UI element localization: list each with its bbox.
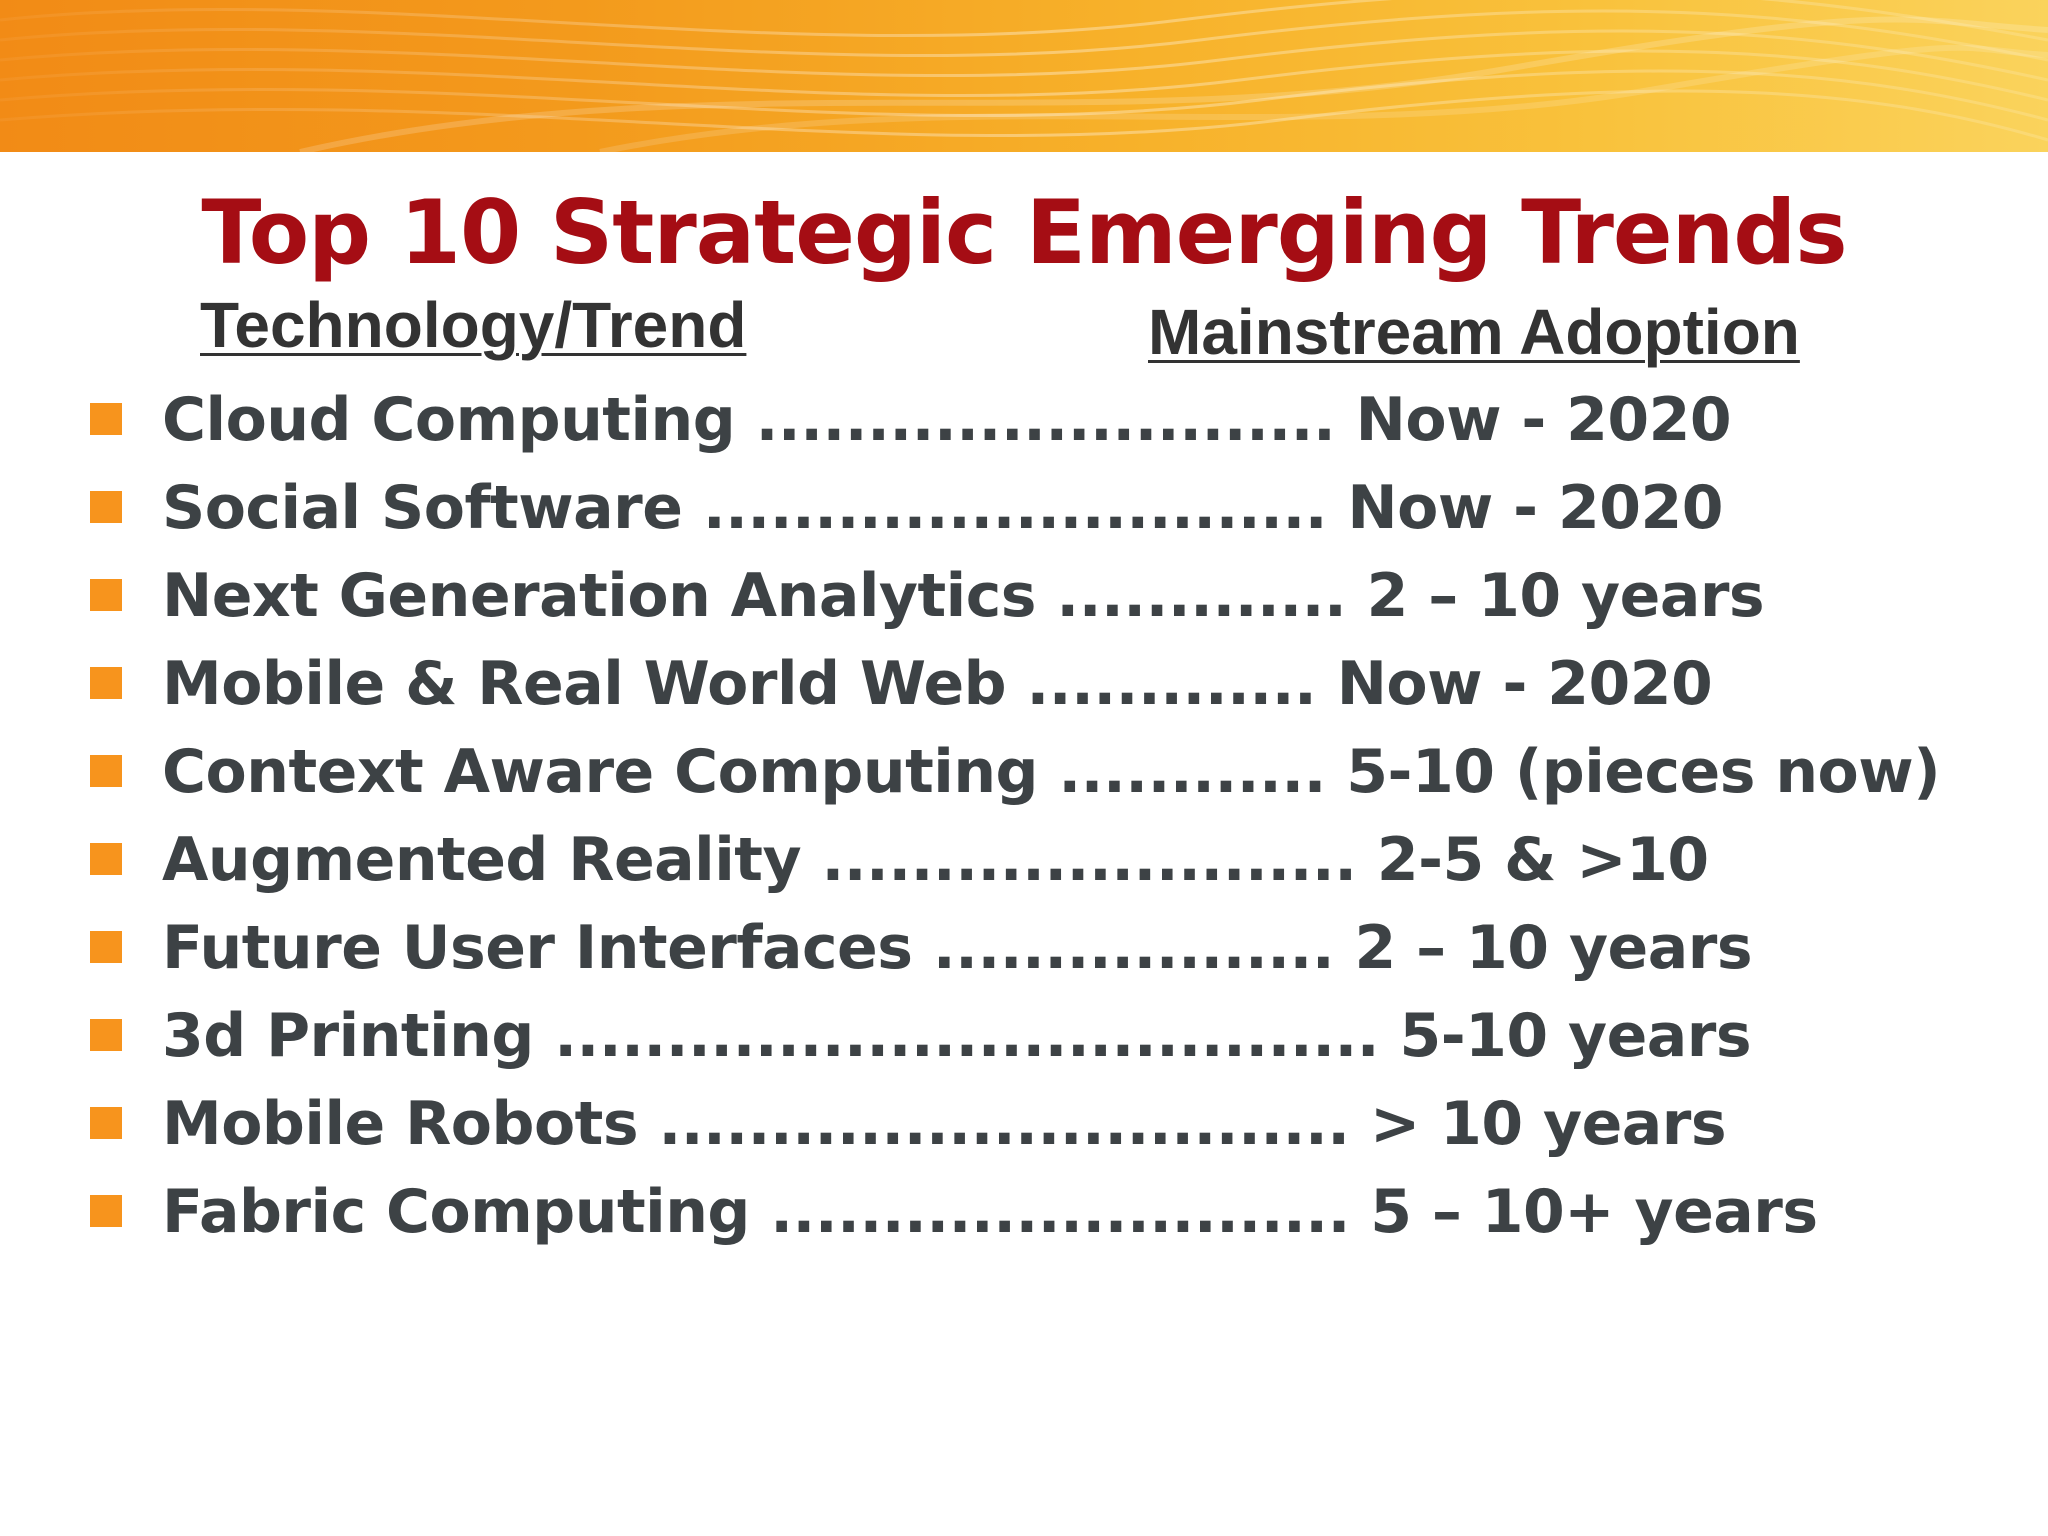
trend-name: Social Software xyxy=(162,473,683,543)
square-bullet-icon xyxy=(90,579,122,611)
square-bullet-icon xyxy=(90,667,122,699)
list-item: Mobile Robots ..........................… xyxy=(90,1080,1990,1168)
trend-name: Future User Interfaces xyxy=(162,913,913,983)
column-header-adoption: Mainstream Adoption xyxy=(1148,296,1800,368)
list-item: Next Generation Analytics ............. … xyxy=(90,552,1990,640)
square-bullet-icon xyxy=(90,1195,122,1227)
adoption-value: > 10 years xyxy=(1369,1089,1727,1159)
list-item: Fabric Computing .......................… xyxy=(90,1168,1990,1256)
dot-leader: ............................ xyxy=(702,473,1328,543)
adoption-value: Now - 2020 xyxy=(1347,473,1723,543)
wave-decoration xyxy=(0,0,2048,152)
list-item: Augmented Reality ......................… xyxy=(90,816,1990,904)
dot-leader: .......................... xyxy=(770,1177,1350,1247)
dot-leader: ............. xyxy=(1056,561,1347,631)
square-bullet-icon xyxy=(90,755,122,787)
adoption-value: 5 – 10+ years xyxy=(1370,1177,1818,1247)
adoption-value: 5-10 (pieces now) xyxy=(1346,737,1941,807)
adoption-value: 2 – 10 years xyxy=(1354,913,1753,983)
column-header-technology: Technology/Trend xyxy=(200,289,747,361)
adoption-value: Now - 2020 xyxy=(1355,385,1732,455)
square-bullet-icon xyxy=(90,1107,122,1139)
list-item: 3d Printing ............................… xyxy=(90,992,1990,1080)
trend-name: Fabric Computing xyxy=(162,1177,750,1247)
dot-leader: ........................ xyxy=(821,825,1357,895)
adoption-value: 5-10 years xyxy=(1399,1001,1752,1071)
dot-leader: .......................... xyxy=(755,385,1336,455)
adoption-value: Now - 2020 xyxy=(1336,649,1713,719)
header-banner xyxy=(0,0,2048,152)
dot-leader: .................. xyxy=(932,913,1335,983)
adoption-value: 2 – 10 years xyxy=(1366,561,1765,631)
slide-title: Top 10 Strategic Emerging Trends xyxy=(201,181,1847,284)
dot-leader: ............. xyxy=(1026,649,1317,719)
list-item: Future User Interfaces .................… xyxy=(90,904,1990,992)
square-bullet-icon xyxy=(90,843,122,875)
square-bullet-icon xyxy=(90,491,122,523)
dot-leader: ............ xyxy=(1058,737,1326,807)
list-item: Context Aware Computing ............ 5-1… xyxy=(90,728,1990,816)
trend-name: Augmented Reality xyxy=(162,825,802,895)
square-bullet-icon xyxy=(90,931,122,963)
dot-leader: ............................... xyxy=(658,1089,1350,1159)
trend-name: Mobile Robots xyxy=(162,1089,639,1159)
trend-name: Next Generation Analytics xyxy=(162,561,1037,631)
square-bullet-icon xyxy=(90,1019,122,1051)
trend-name: Context Aware Computing xyxy=(162,737,1039,807)
list-item: Mobile & Real World Web ............. No… xyxy=(90,640,1990,728)
trend-name: Mobile & Real World Web xyxy=(162,649,1007,719)
list-item: Cloud Computing ........................… xyxy=(90,376,1990,464)
list-item: Social Software ........................… xyxy=(90,464,1990,552)
square-bullet-icon xyxy=(90,403,122,435)
dot-leader: ..................................... xyxy=(554,1001,1380,1071)
trend-name: Cloud Computing xyxy=(162,385,736,455)
adoption-value: 2-5 & >10 xyxy=(1376,825,1709,895)
trend-name: 3d Printing xyxy=(162,1001,534,1071)
